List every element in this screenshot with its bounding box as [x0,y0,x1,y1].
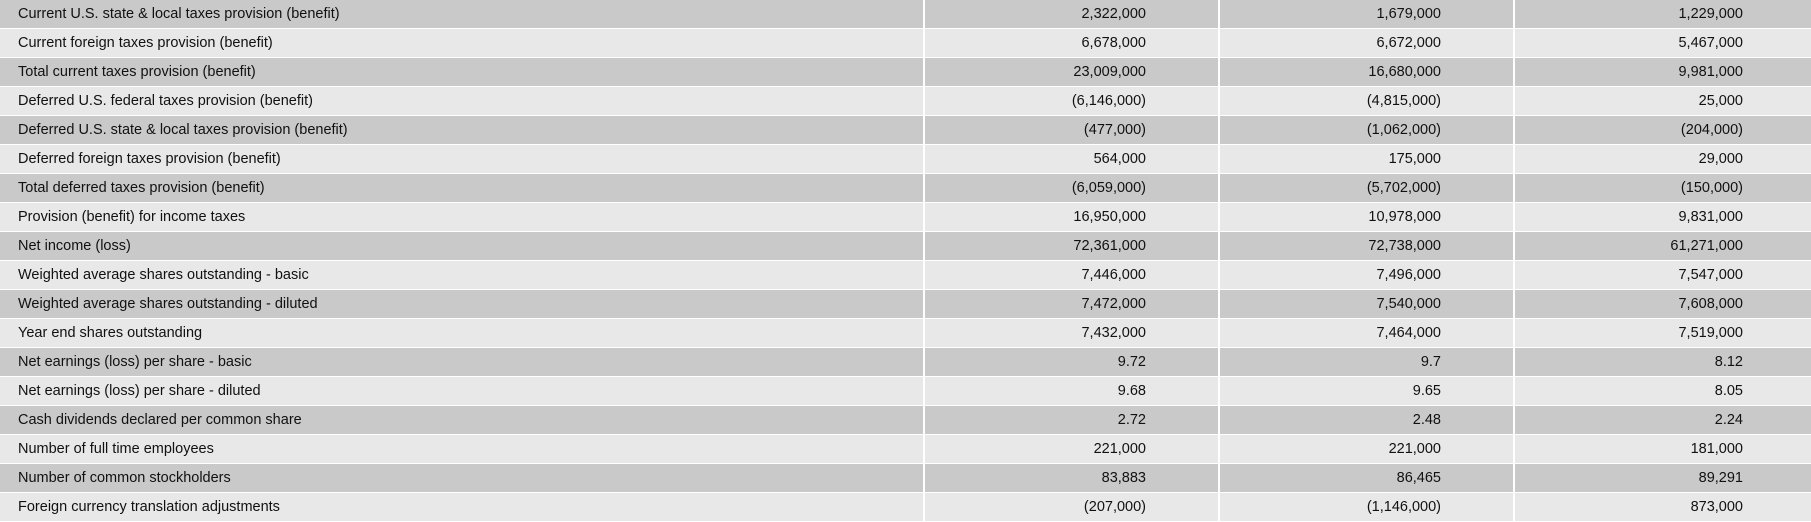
value-cell-1: 2,322,000 [924,0,1220,29]
value-cell-3: 7,608,000 [1514,289,1811,319]
value-cell-1: 83,883 [924,463,1220,493]
value-cell-1: 6,678,000 [924,28,1220,58]
value-cell-1: 7,472,000 [924,289,1220,319]
row-label: Number of common stockholders [0,463,925,493]
table-row: Weighted average shares outstanding - ba… [0,260,1811,290]
value-cell-2: 221,000 [1219,434,1515,464]
value-cell-2: (4,815,000) [1219,86,1515,116]
value-cell-3: (150,000) [1514,173,1811,203]
row-label: Net earnings (loss) per share - basic [0,347,925,377]
table-row: Number of full time employees 221,000 221,… [0,434,1811,464]
table-row: Net earnings (loss) per share - basic 9.7… [0,347,1811,377]
value-cell-1: (477,000) [924,115,1220,145]
value-cell-1: (207,000) [924,492,1220,522]
value-cell-2: 175,000 [1219,144,1515,174]
row-label: Number of full time employees [0,434,925,464]
row-label: Provision (benefit) for income taxes [0,202,925,232]
value-cell-3: 8.05 [1514,376,1811,406]
value-cell-3: 89,291 [1514,463,1811,493]
value-cell-2: (5,702,000) [1219,173,1515,203]
value-cell-3: 8.12 [1514,347,1811,377]
value-cell-3: 9,831,000 [1514,202,1811,232]
row-label: Total deferred taxes provision (benefit) [0,173,925,203]
value-cell-2: 72,738,000 [1219,231,1515,261]
value-cell-3: 25,000 [1514,86,1811,116]
value-cell-2: 10,978,000 [1219,202,1515,232]
value-cell-1: 16,950,000 [924,202,1220,232]
value-cell-1: (6,059,000) [924,173,1220,203]
value-cell-2: 1,679,000 [1219,0,1515,29]
value-cell-1: 7,432,000 [924,318,1220,348]
table-row: Total current taxes provision (benefit) 2… [0,57,1811,87]
table-row: Current U.S. state & local taxes provisi… [0,0,1811,29]
value-cell-2: 2.48 [1219,405,1515,435]
value-cell-3: 181,000 [1514,434,1811,464]
row-label: Total current taxes provision (benefit) [0,57,925,87]
table-row: Provision (benefit) for income taxes 16,9… [0,202,1811,232]
value-cell-2: (1,146,000) [1219,492,1515,522]
value-cell-1: (6,146,000) [924,86,1220,116]
value-cell-1: 564,000 [924,144,1220,174]
value-cell-3: (204,000) [1514,115,1811,145]
row-label: Foreign currency translation adjustments [0,492,925,522]
row-label: Deferred U.S. federal taxes provision (b… [0,86,925,116]
value-cell-1: 7,446,000 [924,260,1220,290]
value-cell-1: 9.68 [924,376,1220,406]
table-row: Deferred U.S. federal taxes provision (b… [0,86,1811,116]
value-cell-2: 9.7 [1219,347,1515,377]
value-cell-2: (1,062,000) [1219,115,1515,145]
table-row: Year end shares outstanding 7,432,000 7,46… [0,318,1811,348]
value-cell-2: 86,465 [1219,463,1515,493]
table-row: Cash dividends declared per common share… [0,405,1811,435]
table-row: Total deferred taxes provision (benefit)… [0,173,1811,203]
value-cell-3: 2.24 [1514,405,1811,435]
value-cell-2: 7,464,000 [1219,318,1515,348]
table-row: Weighted average shares outstanding - di… [0,289,1811,319]
value-cell-3: 1,229,000 [1514,0,1811,29]
table-row: Net income (loss) 72,361,000 72,738,000 61,… [0,231,1811,261]
row-label: Current U.S. state & local taxes provisi… [0,0,925,29]
table-row: Deferred foreign taxes provision (benefi… [0,144,1811,174]
value-cell-3: 7,547,000 [1514,260,1811,290]
value-cell-3: 61,271,000 [1514,231,1811,261]
row-label: Deferred U.S. state & local taxes provis… [0,115,925,145]
table-row: Current foreign taxes provision (benefit… [0,28,1811,58]
row-label: Current foreign taxes provision (benefit… [0,28,925,58]
table-row: Deferred U.S. state & local taxes provis… [0,115,1811,145]
value-cell-1: 9.72 [924,347,1220,377]
row-label: Net earnings (loss) per share - diluted [0,376,925,406]
value-cell-3: 873,000 [1514,492,1811,522]
row-label: Cash dividends declared per common share [0,405,925,435]
value-cell-2: 9.65 [1219,376,1515,406]
value-cell-2: 7,496,000 [1219,260,1515,290]
value-cell-3: 29,000 [1514,144,1811,174]
row-label: Net income (loss) [0,231,925,261]
row-label: Weighted average shares outstanding - di… [0,289,925,319]
value-cell-3: 5,467,000 [1514,28,1811,58]
row-label: Weighted average shares outstanding - ba… [0,260,925,290]
value-cell-1: 2.72 [924,405,1220,435]
row-label: Year end shares outstanding [0,318,925,348]
value-cell-3: 7,519,000 [1514,318,1811,348]
row-label: Deferred foreign taxes provision (benefi… [0,144,925,174]
value-cell-3: 9,981,000 [1514,57,1811,87]
value-cell-1: 72,361,000 [924,231,1220,261]
value-cell-1: 221,000 [924,434,1220,464]
table-row: Foreign currency translation adjustments… [0,492,1811,522]
table-row: Number of common stockholders 83,883 86,46… [0,463,1811,493]
value-cell-1: 23,009,000 [924,57,1220,87]
table-row: Net earnings (loss) per share - diluted 9… [0,376,1811,406]
value-cell-2: 16,680,000 [1219,57,1515,87]
value-cell-2: 6,672,000 [1219,28,1515,58]
value-cell-2: 7,540,000 [1219,289,1515,319]
